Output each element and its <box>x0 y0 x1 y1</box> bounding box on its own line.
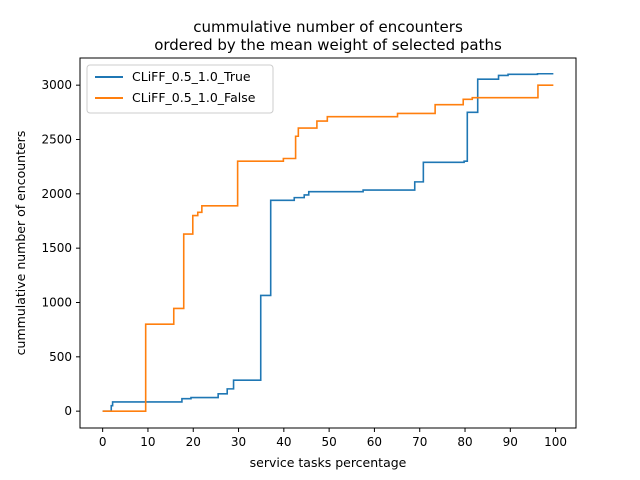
y-tick-label-0: 0 <box>64 404 72 418</box>
x-tick-label-7: 70 <box>412 435 427 449</box>
x-tick-label-5: 50 <box>321 435 336 449</box>
ticks-layer: 0 10 20 30 40 50 60 70 80 90 100050010001500200025… <box>41 78 567 449</box>
chart-title-line-1: cummulative number of encounters <box>193 18 463 36</box>
series-line-1 <box>102 84 554 412</box>
y-tick-label-2: 1000 <box>41 295 72 309</box>
series-line-0 <box>102 72 554 412</box>
plot-frame <box>79 57 577 429</box>
y-tick-label-3: 1500 <box>41 241 72 255</box>
y-axis-label: cummulative number of encounters <box>13 131 28 356</box>
legend-box <box>86 64 274 114</box>
x-tick-label-10: 100 <box>544 435 567 449</box>
x-tick-label-9: 90 <box>503 435 518 449</box>
y-tick-label-4: 2000 <box>41 187 72 201</box>
x-tick-label-3: 30 <box>231 435 246 449</box>
x-tick-label-4: 40 <box>276 435 291 449</box>
series-layer <box>102 72 554 412</box>
legend: CLiFF_0.5_1.0_True CLiFF_0.5_1.0_False <box>86 64 274 114</box>
y-tick-label-5: 2500 <box>41 132 72 146</box>
x-axis-label: service tasks percentage <box>250 455 407 470</box>
y-tick-label-1: 500 <box>49 350 72 364</box>
x-tick-label-0: 0 <box>99 435 107 449</box>
x-tick-label-1: 10 <box>140 435 155 449</box>
x-tick-label-2: 20 <box>186 435 201 449</box>
legend-label-true: CLiFF_0.5_1.0_True <box>132 69 251 84</box>
x-tick-label-8: 80 <box>457 435 472 449</box>
legend-label-false: CLiFF_0.5_1.0_False <box>132 90 256 105</box>
y-tick-label-6: 3000 <box>41 78 72 92</box>
x-tick-label-6: 60 <box>367 435 382 449</box>
chart-title-line-2: ordered by the mean weight of selected p… <box>154 36 502 54</box>
